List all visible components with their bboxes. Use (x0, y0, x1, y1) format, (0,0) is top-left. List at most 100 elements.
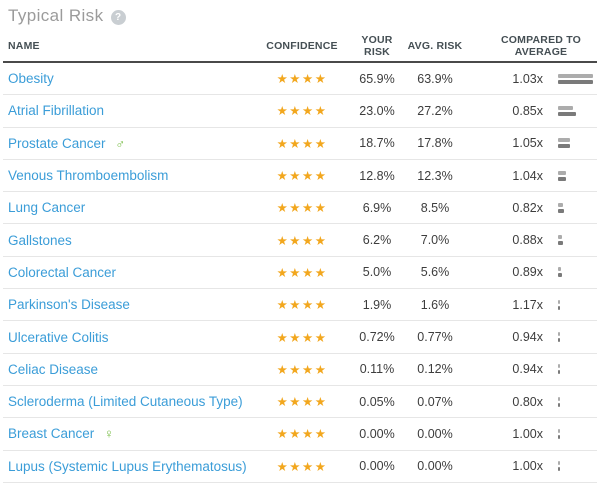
your-risk-value: 65.9% (359, 71, 395, 86)
condition-link[interactable]: Colorectal Cancer (8, 264, 117, 280)
table-row: Breast Cancer ♀ ★★★★ 0.00% 0.00% 1.00x (3, 418, 600, 451)
condition-link[interactable]: Atrial Fibrillation (8, 103, 105, 119)
table-row: Lupus (Systemic Lupus Erythematosus) ♀ ★… (3, 451, 597, 483)
risk-comparison-bars (545, 73, 600, 84)
risk-comparison-bars (545, 461, 600, 472)
confidence-stars: ★★★★ (276, 201, 328, 216)
condition-link[interactable]: Celiac Disease (8, 361, 99, 377)
condition-link[interactable]: Parkinson's Disease (8, 297, 130, 313)
confidence-stars: ★★★★ (276, 72, 328, 87)
your-risk-bar (558, 332, 560, 337)
avg-risk-bar (558, 111, 576, 116)
your-risk-value: 5.0% (362, 265, 392, 280)
table-row: Parkinson's Disease ★★★★ 1.9% 1.6% 1.17x (3, 289, 597, 322)
avg-risk-value: 17.8% (417, 136, 453, 151)
table-row: Venous Thromboembolism ★★★★ 12.8% 12.3% … (3, 160, 600, 193)
table-row: Atrial Fibrillation ★★★★ 23.0% 27.2% 0.8… (3, 95, 600, 128)
avg-risk-bar (558, 434, 560, 439)
avg-risk-bar (558, 305, 560, 310)
compared-ratio-value: 1.04x (512, 168, 543, 183)
your-risk-value: 1.9% (362, 297, 392, 312)
risk-table-body: Obesity ★★★★ 65.9% 63.9% 1.03x Atrial Fi… (3, 63, 597, 483)
risk-comparison-bars (545, 396, 600, 407)
condition-name-cell: Atrial Fibrillation (3, 103, 255, 118)
compared-ratio-value: 0.94x (512, 330, 543, 345)
male-icon: ♂ (115, 135, 126, 151)
table-row: Celiac Disease ★★★★ 0.11% 0.12% 0.94x (3, 354, 597, 386)
condition-link[interactable]: Gallstones (8, 232, 72, 248)
condition-link[interactable]: Scleroderma (Limited Cutaneous Type) (8, 394, 243, 410)
condition-name-cell: Colorectal Cancer (3, 265, 255, 280)
table-row: Obesity ★★★★ 65.9% 63.9% 1.03x (3, 63, 600, 96)
condition-name-cell: Scleroderma (Limited Cutaneous Type) (3, 394, 255, 409)
table-row: Prostate Cancer ♂ ★★★★ 18.7% 17.8% 1.05x (3, 128, 597, 160)
your-risk-bar (558, 235, 563, 240)
condition-link[interactable]: Ulcerative Colitis (8, 329, 109, 345)
your-risk-value: 0.11% (359, 362, 395, 377)
condition-name-cell: Celiac Disease (3, 362, 255, 377)
avg-risk-bar (558, 208, 564, 213)
avg-risk-value: 0.12% (417, 362, 453, 377)
condition-link[interactable]: Obesity (8, 71, 54, 87)
your-risk-bar (558, 105, 574, 110)
compared-ratio-value: 1.00x (512, 459, 543, 474)
your-risk-value: 0.00% (359, 426, 395, 441)
avg-risk-bar (558, 338, 560, 343)
your-risk-bar (558, 202, 563, 207)
condition-link[interactable]: Lupus (Systemic Lupus Erythematosus) (8, 458, 247, 474)
your-risk-value: 0.00% (359, 459, 395, 474)
your-risk-bar (558, 170, 567, 175)
avg-risk-value: 12.3% (417, 168, 453, 183)
your-risk-value: 12.8% (359, 168, 395, 183)
table-row: Gallstones ★★★★ 6.2% 7.0% 0.88x (3, 224, 600, 257)
avg-risk-value: 27.2% (417, 103, 453, 118)
confidence-stars: ★★★★ (276, 395, 328, 410)
condition-link[interactable]: Prostate Cancer (8, 135, 106, 151)
your-risk-bar (558, 267, 562, 272)
help-icon[interactable]: ? (110, 9, 126, 25)
your-risk-value: 6.9% (362, 200, 392, 215)
condition-name-cell: Venous Thromboembolism (3, 168, 255, 183)
avg-risk-value: 7.0% (420, 233, 450, 248)
table-row: Colorectal Cancer ★★★★ 5.0% 5.6% 0.89x (3, 257, 597, 290)
risk-comparison-bars (545, 332, 600, 343)
avg-risk-value: 63.9% (417, 71, 453, 86)
condition-name-cell: Parkinson's Disease (3, 297, 255, 312)
your-risk-bar (558, 428, 560, 433)
avg-risk-bar (558, 370, 560, 375)
risk-comparison-bars (545, 138, 600, 149)
condition-link[interactable]: Lung Cancer (8, 200, 86, 216)
confidence-stars: ★★★★ (276, 427, 328, 442)
column-header-your-risk: YOUR RISK (361, 33, 393, 58)
compared-ratio-value: 0.94x (512, 362, 543, 377)
risk-comparison-bars (545, 170, 600, 181)
avg-risk-value: 1.6% (420, 297, 450, 312)
avg-risk-bar (558, 273, 562, 278)
confidence-stars: ★★★★ (276, 265, 328, 280)
avg-risk-value: 0.07% (417, 394, 453, 409)
avg-risk-bar (558, 402, 560, 407)
condition-name-cell: Lung Cancer (3, 200, 255, 215)
condition-name-cell: Obesity (3, 71, 255, 86)
condition-link[interactable]: Venous Thromboembolism (8, 168, 169, 184)
confidence-stars: ★★★★ (276, 136, 328, 151)
compared-ratio-value: 0.89x (512, 265, 543, 280)
risk-comparison-bars (545, 105, 600, 116)
compared-ratio-value: 0.88x (512, 233, 543, 248)
compared-ratio-value: 1.00x (512, 426, 543, 441)
condition-name-cell: Gallstones (3, 233, 255, 248)
risk-comparison-bars (545, 235, 600, 246)
condition-link[interactable]: Breast Cancer (8, 426, 95, 442)
risk-comparison-bars (545, 428, 600, 439)
table-row: Lung Cancer ★★★★ 6.9% 8.5% 0.82x (3, 192, 600, 225)
confidence-stars: ★★★★ (276, 298, 328, 313)
column-header-confidence: CONFIDENCE (266, 39, 338, 52)
avg-risk-bar (558, 467, 560, 472)
compared-ratio-value: 0.80x (512, 394, 543, 409)
column-header-compared-to-average: COMPARED TO AVERAGE (501, 33, 581, 58)
female-icon: ♀ (104, 426, 114, 442)
your-risk-value: 0.05% (359, 394, 395, 409)
avg-risk-bar (558, 176, 567, 181)
risk-comparison-bars (545, 202, 600, 213)
